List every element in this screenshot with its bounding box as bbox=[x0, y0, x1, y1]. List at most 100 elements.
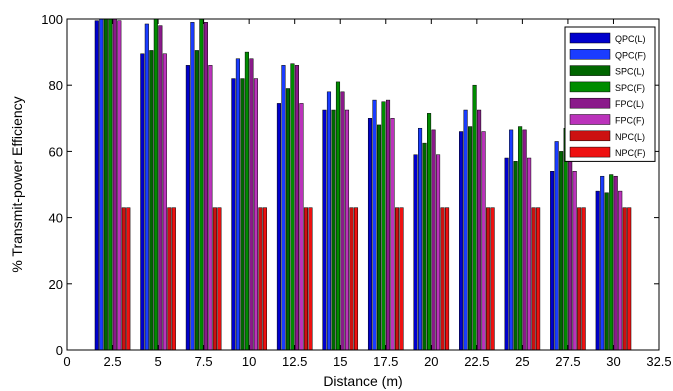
bar-spcf-22-5 bbox=[472, 84, 477, 351]
bar-npcl-30 bbox=[622, 207, 627, 351]
bar-qpcf-15 bbox=[326, 91, 332, 351]
bar-fpcl-30 bbox=[613, 175, 618, 351]
legend-label-spcl: SPC(L) bbox=[615, 67, 645, 77]
bar-fpcf-25 bbox=[527, 157, 532, 351]
y-tick-label: 40 bbox=[49, 211, 63, 226]
bar-spcl-15 bbox=[331, 109, 336, 351]
bar-fpcf-12-5 bbox=[299, 103, 304, 351]
bar-npcl-7-5 bbox=[212, 207, 217, 351]
bar-qpcl-22-5 bbox=[459, 131, 464, 351]
legend-swatch-fpcl bbox=[569, 97, 611, 109]
bar-fpcf-17-5 bbox=[390, 118, 395, 351]
bar-qpcl-15 bbox=[322, 109, 327, 351]
bar-qpcl-7-5 bbox=[185, 65, 190, 351]
bar-npcl-27-5 bbox=[577, 207, 582, 351]
bar-spcl-10 bbox=[240, 78, 245, 351]
bar-spcl-27-5 bbox=[559, 151, 564, 351]
bar-npcl-5 bbox=[167, 207, 172, 351]
bar-fpcl-5 bbox=[158, 25, 163, 351]
bar-npcf-15 bbox=[353, 207, 359, 351]
bar-qpcf-20 bbox=[418, 127, 423, 351]
legend-swatch-fpcf bbox=[569, 114, 611, 125]
bar-spcf-20 bbox=[427, 113, 432, 351]
legend-label-qpcf: QPC(F) bbox=[615, 50, 646, 60]
x-tick-label: 0 bbox=[63, 354, 70, 369]
y-tick-label: 60 bbox=[49, 144, 63, 159]
bar-npcf-27-5 bbox=[581, 207, 586, 351]
bar-fpcl-22-5 bbox=[477, 109, 482, 351]
bar-npcf-17-5 bbox=[399, 207, 404, 351]
bar-fpcf-15 bbox=[344, 109, 350, 351]
bar-qpcf-5 bbox=[144, 23, 149, 351]
bar-qpcf-7-5 bbox=[190, 22, 195, 351]
bar-fpcf-2-5 bbox=[117, 20, 122, 351]
bar-fpcf-10 bbox=[253, 78, 258, 351]
bar-qpcl-10 bbox=[231, 78, 236, 351]
bar-fpcl-2-5 bbox=[112, 18, 117, 351]
x-tick-label: 17.5 bbox=[373, 354, 398, 369]
bar-fpcf-22-5 bbox=[481, 131, 486, 351]
bar-qpcl-17-5 bbox=[367, 118, 373, 351]
x-tick-label: 30 bbox=[606, 354, 620, 369]
bar-fpcf-7-5 bbox=[208, 65, 213, 351]
bar-npcf-12-5 bbox=[308, 207, 313, 351]
bar-qpcl-2-5 bbox=[94, 20, 99, 351]
legend-swatch-npcl bbox=[569, 130, 611, 142]
plot-frame bbox=[66, 18, 660, 351]
legend-label-spcf: SPC(F) bbox=[615, 83, 645, 93]
bar-qpcf-12-5 bbox=[281, 65, 286, 351]
bar-qpcf-17-5 bbox=[372, 99, 377, 351]
x-tick-label: 22.5 bbox=[464, 354, 489, 369]
bar-spcl-20 bbox=[422, 142, 427, 351]
legend: QPC(L) QPC(F) SPC(L) SPC(F) FPC(L) FPC(F) NPC(… bbox=[564, 26, 656, 162]
legend-swatch-spcf bbox=[569, 81, 611, 93]
bar-npcl-25 bbox=[531, 207, 536, 351]
legend-swatch-qpcf bbox=[569, 49, 611, 60]
bar-npcf-25 bbox=[536, 207, 541, 351]
bar-spcf-2-5 bbox=[108, 18, 113, 351]
legend-label-qpcl: QPC(L) bbox=[615, 34, 646, 44]
legend-label-npcl: NPC(L) bbox=[615, 132, 645, 142]
bar-spcl-22-5 bbox=[468, 126, 473, 351]
bar-qpcl-5 bbox=[140, 53, 145, 351]
bar-fpcl-17-5 bbox=[385, 99, 391, 351]
bar-npcl-12-5 bbox=[303, 207, 308, 351]
bar-npcf-30 bbox=[627, 207, 632, 351]
bar-npcf-22-5 bbox=[490, 207, 495, 351]
bar-fpcf-5 bbox=[162, 53, 167, 351]
x-tick-label: 32.5 bbox=[646, 354, 671, 369]
bar-spcl-25 bbox=[513, 161, 518, 351]
bar-fpcl-12-5 bbox=[294, 65, 299, 351]
y-tick-label: 80 bbox=[49, 78, 63, 93]
y-axis-label: % Transmit-power Efficiency bbox=[9, 96, 25, 272]
bar-spcl-30 bbox=[604, 192, 609, 351]
y-tick-label: 0 bbox=[56, 343, 63, 358]
bar-npcf-7-5 bbox=[217, 207, 222, 351]
bar-npcl-22-5 bbox=[486, 207, 491, 351]
bar-npcl-17-5 bbox=[394, 207, 400, 351]
legend-label-fpcf: FPC(F) bbox=[615, 116, 645, 126]
x-tick-label: 7.5 bbox=[195, 354, 213, 369]
legend-swatch-npcf bbox=[569, 146, 611, 158]
bar-fpcl-20 bbox=[431, 129, 436, 351]
bar-npcf-10 bbox=[262, 207, 267, 351]
y-tick-label: 20 bbox=[49, 277, 63, 292]
bar-spcl-7-5 bbox=[194, 50, 199, 351]
bar-qpcl-27-5 bbox=[550, 171, 555, 351]
bar-qpcf-2-5 bbox=[99, 18, 104, 351]
bar-spcf-12-5 bbox=[290, 63, 295, 351]
bar-spcf-10 bbox=[244, 51, 249, 351]
x-tick-label: 15 bbox=[333, 354, 347, 369]
x-tick-label: 10 bbox=[242, 354, 256, 369]
bar-qpcf-10 bbox=[235, 58, 240, 351]
x-axis-label: Distance (m) bbox=[323, 373, 402, 389]
bar-qpcl-12-5 bbox=[276, 103, 281, 351]
bar-fpcf-27-5 bbox=[572, 171, 577, 351]
bar-npcl-2-5 bbox=[121, 207, 126, 351]
bar-fpcl-10 bbox=[249, 58, 254, 351]
bar-spcf-17-5 bbox=[381, 101, 386, 351]
bar-npcf-2-5 bbox=[126, 207, 131, 351]
x-tick-label: 27.5 bbox=[555, 354, 580, 369]
bar-fpcf-30 bbox=[618, 190, 623, 351]
x-axis: 0 2.5 5 7.5 10 12.5 15 17.5 20 22.5 25 27.5 30 32.5 bbox=[63, 19, 672, 369]
